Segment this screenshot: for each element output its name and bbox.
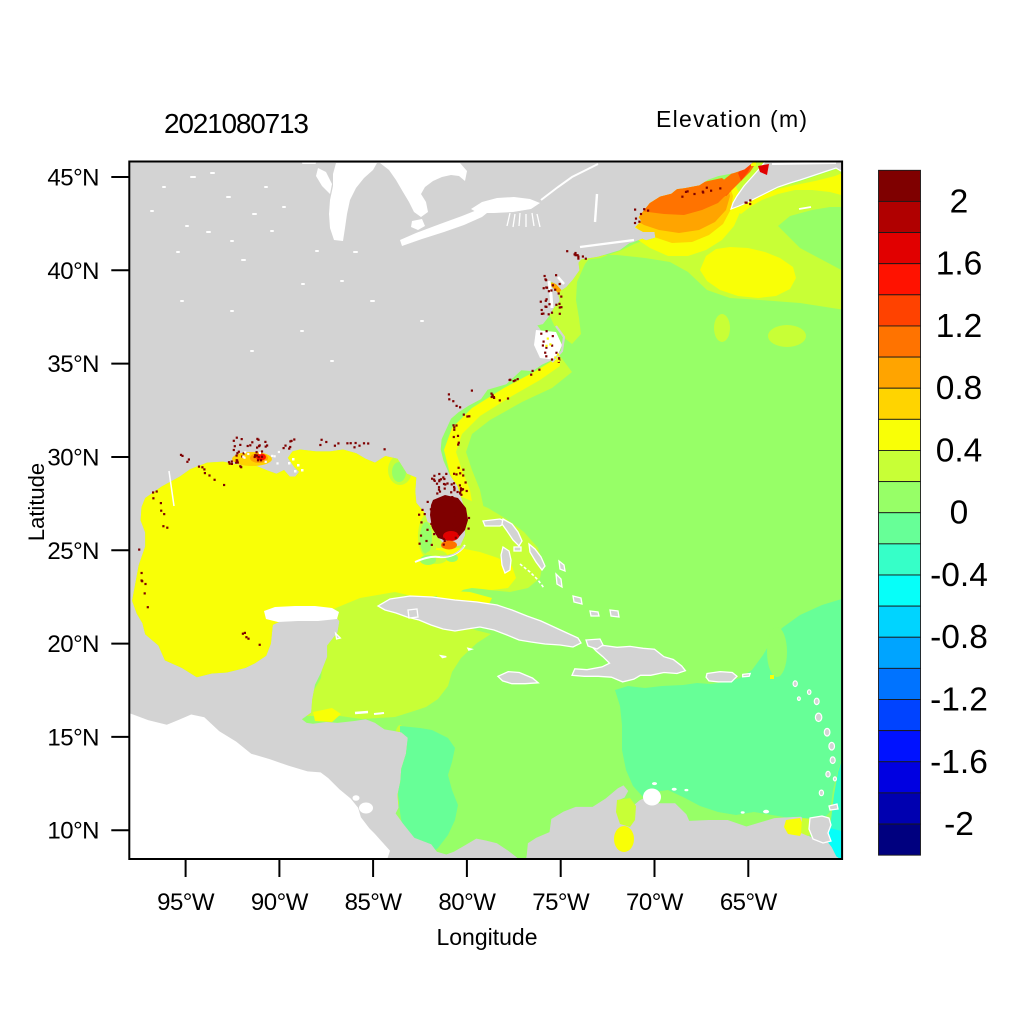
svg-text:Elevation (m): Elevation (m) (656, 106, 808, 132)
svg-text:75°W: 75°W (532, 889, 590, 916)
svg-text:10°N: 10°N (47, 818, 99, 845)
svg-text:15°N: 15°N (47, 724, 99, 751)
svg-text:0: 0 (950, 495, 969, 532)
svg-text:40°N: 40°N (47, 258, 99, 285)
svg-text:0.4: 0.4 (936, 433, 983, 470)
svg-text:30°N: 30°N (47, 445, 99, 472)
svg-text:Latitude: Latitude (24, 463, 49, 541)
svg-text:95°W: 95°W (157, 889, 215, 916)
svg-text:85°W: 85°W (345, 889, 403, 916)
svg-text:-1.6: -1.6 (930, 744, 988, 781)
svg-text:25°N: 25°N (47, 538, 99, 565)
svg-text:-0.4: -0.4 (930, 557, 988, 594)
svg-text:2: 2 (950, 183, 969, 220)
svg-text:45°N: 45°N (47, 165, 99, 192)
svg-text:80°W: 80°W (438, 889, 496, 916)
svg-text:20°N: 20°N (47, 631, 99, 658)
svg-text:90°W: 90°W (251, 889, 309, 916)
svg-text:65°W: 65°W (720, 889, 778, 916)
svg-text:Longitude: Longitude (436, 924, 537, 950)
svg-text:2021080713: 2021080713 (164, 108, 308, 139)
svg-text:35°N: 35°N (47, 351, 99, 378)
svg-text:0.8: 0.8 (936, 370, 983, 407)
svg-text:1.6: 1.6 (936, 246, 983, 283)
svg-text:-2: -2 (944, 806, 974, 843)
svg-text:70°W: 70°W (626, 889, 684, 916)
svg-text:-1.2: -1.2 (930, 682, 988, 719)
svg-text:-0.8: -0.8 (930, 619, 988, 656)
svg-text:1.2: 1.2 (936, 308, 983, 345)
